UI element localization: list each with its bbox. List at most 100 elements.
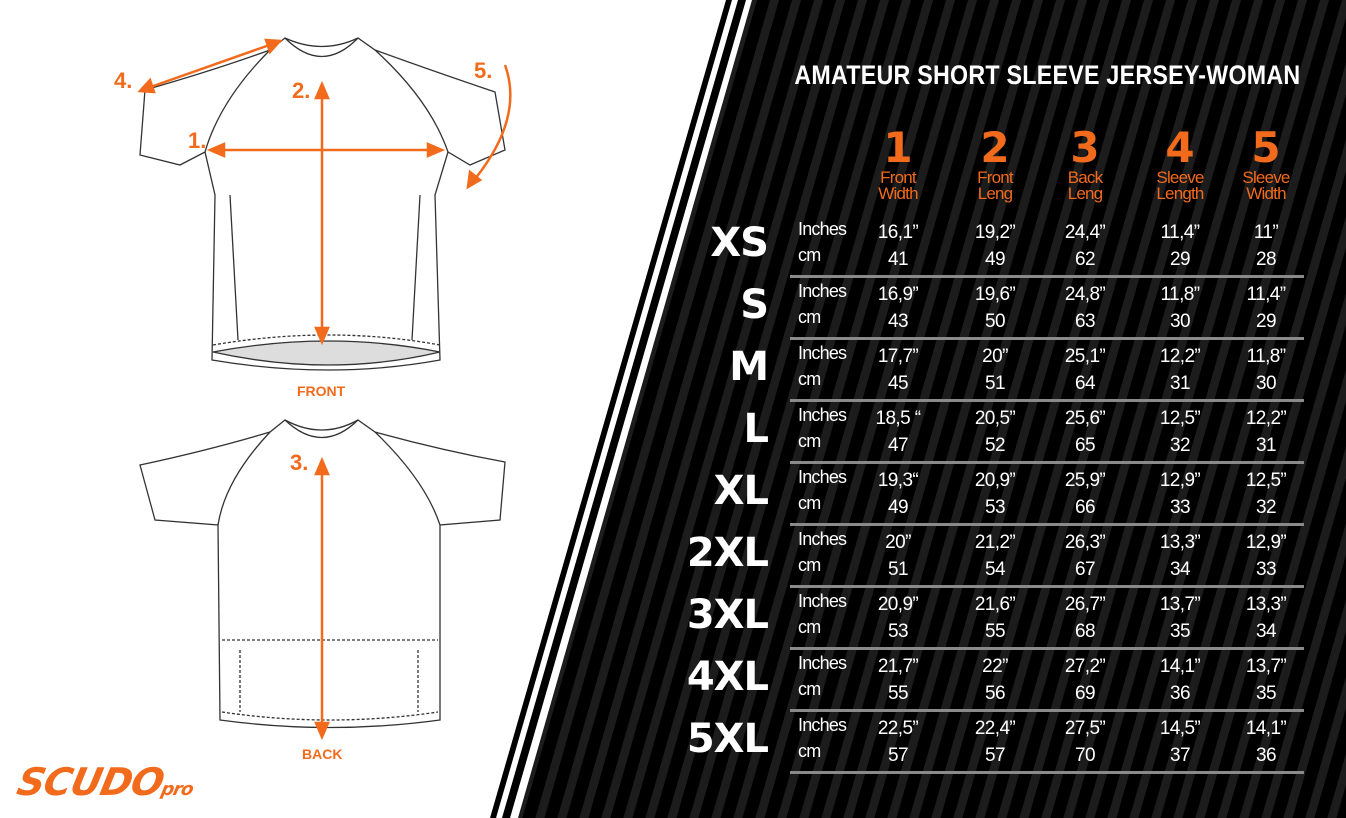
size-row: S Inches cm 16,9” 43 19,6” 50 24,8” 63 11,8” 30 1… (700, 278, 1304, 340)
cm-value: 36 (1170, 683, 1191, 704)
column-label: Leng (1067, 184, 1103, 203)
front-jersey-diagram (139, 37, 506, 371)
inches-value: 12,2” (1159, 346, 1201, 367)
unit-inches: Inches (798, 591, 847, 611)
column-header: 4 Sleeve Length (1135, 123, 1225, 203)
column-number: 3 (1070, 123, 1100, 172)
inches-value: 13,3” (1245, 594, 1287, 615)
cm-value: 33 (1170, 497, 1191, 518)
cm-value: 49 (888, 497, 909, 518)
cm-value: 45 (888, 373, 909, 394)
cm-value: 29 (1170, 249, 1191, 270)
cm-value: 31 (1170, 373, 1191, 394)
cm-value: 30 (1170, 311, 1191, 332)
measurement-arrows (137, 38, 512, 741)
column-label: Front (977, 168, 1013, 187)
unit-inches: Inches (798, 467, 847, 487)
unit-inches: Inches (798, 529, 847, 549)
inches-value: 14,5” (1159, 718, 1201, 739)
cm-value: 32 (1256, 497, 1277, 518)
inches-value: 13,7” (1159, 594, 1201, 615)
size-label: M (729, 344, 769, 390)
unit-inches: Inches (798, 653, 847, 673)
inches-value: 12,5” (1245, 470, 1287, 491)
back-label: BACK (302, 746, 343, 762)
cm-value: 31 (1256, 435, 1277, 456)
inches-value: 16,1” (877, 222, 919, 243)
column-number: 1 (883, 123, 913, 172)
size-row: XS Inches cm 16,1” 41 19,2” 49 24,4” 62 11,4” 29… (700, 216, 1304, 278)
column-number: 4 (1165, 123, 1195, 172)
cm-value: 55 (985, 621, 1006, 642)
cm-value: 37 (1170, 745, 1191, 766)
size-label: 2XL (686, 530, 769, 576)
column-label: Sleeve (1242, 168, 1290, 187)
inches-value: 18,5 “ (875, 408, 922, 429)
scudo-pro-logo: SCUDOpro (13, 760, 195, 804)
inches-value: 11,8” (1160, 284, 1201, 305)
cm-value: 57 (888, 745, 909, 766)
cm-value: 49 (985, 249, 1006, 270)
cm-value: 56 (985, 683, 1006, 704)
cm-value: 69 (1075, 683, 1096, 704)
size-label: S (740, 282, 769, 328)
column-label: Width (1246, 184, 1286, 203)
inches-value: 12,9” (1159, 470, 1201, 491)
cm-value: 54 (985, 559, 1006, 580)
inches-value: 22” (982, 656, 1008, 677)
unit-inches: Inches (798, 343, 847, 363)
column-label: Front (880, 168, 916, 187)
inches-value: 22,4” (974, 718, 1016, 739)
column-label: Back (1067, 168, 1103, 187)
size-label: XL (713, 468, 769, 514)
unit-cm: cm (798, 741, 821, 761)
marker-4: 4. (114, 68, 133, 93)
unit-cm: cm (798, 493, 821, 513)
size-row: 3XL Inches cm 20,9” 53 21,6” 55 26,7” 68 13,7” 3… (687, 588, 1304, 650)
inches-value: 20,9” (877, 594, 919, 615)
inches-value: 26,7” (1064, 594, 1106, 615)
size-label: L (743, 406, 769, 452)
inches-value: 24,4” (1064, 222, 1106, 243)
column-label: Width (878, 184, 918, 203)
row-divider (790, 275, 1304, 278)
inches-value: 11,8” (1246, 346, 1287, 367)
chart-title: AMATEUR SHORT SLEEVE JERSEY-WOMAN (793, 60, 1300, 90)
dark-panel (518, 0, 1346, 818)
cm-value: 67 (1075, 559, 1096, 580)
inches-value: 13,3” (1159, 532, 1201, 553)
inches-value: 27,5” (1064, 718, 1106, 739)
marker-3: 3. (290, 450, 309, 475)
inches-value: 25,6” (1064, 408, 1106, 429)
cm-value: 34 (1256, 621, 1277, 642)
size-label: 4XL (686, 654, 769, 700)
cm-value: 62 (1075, 249, 1096, 270)
inches-value: 12,2” (1245, 408, 1287, 429)
inches-value: 20” (982, 346, 1008, 367)
cm-value: 55 (888, 683, 909, 704)
back-jersey-diagram (139, 419, 506, 729)
front-label: FRONT (297, 383, 346, 399)
size-label: 3XL (686, 592, 769, 638)
unit-inches: Inches (798, 281, 847, 301)
cm-value: 51 (985, 373, 1006, 394)
row-divider (790, 461, 1304, 464)
row-divider (790, 647, 1304, 650)
cm-value: 57 (985, 745, 1006, 766)
inches-value: 25,9” (1064, 470, 1106, 491)
cm-value: 36 (1256, 745, 1277, 766)
cm-value: 53 (985, 497, 1006, 518)
marker-2: 2. (292, 78, 311, 103)
unit-cm: cm (798, 307, 821, 327)
cm-value: 32 (1170, 435, 1191, 456)
inches-value: 24,8” (1064, 284, 1106, 305)
column-header: 3 Back Leng (1040, 123, 1130, 203)
unit-cm: cm (798, 431, 821, 451)
inches-value: 12,9” (1245, 532, 1287, 553)
row-divider (790, 399, 1304, 402)
inches-value: 16,9” (877, 284, 919, 305)
inches-value: 14,1” (1245, 718, 1287, 739)
unit-inches: Inches (798, 715, 847, 735)
inches-value: 14,1” (1159, 656, 1201, 677)
